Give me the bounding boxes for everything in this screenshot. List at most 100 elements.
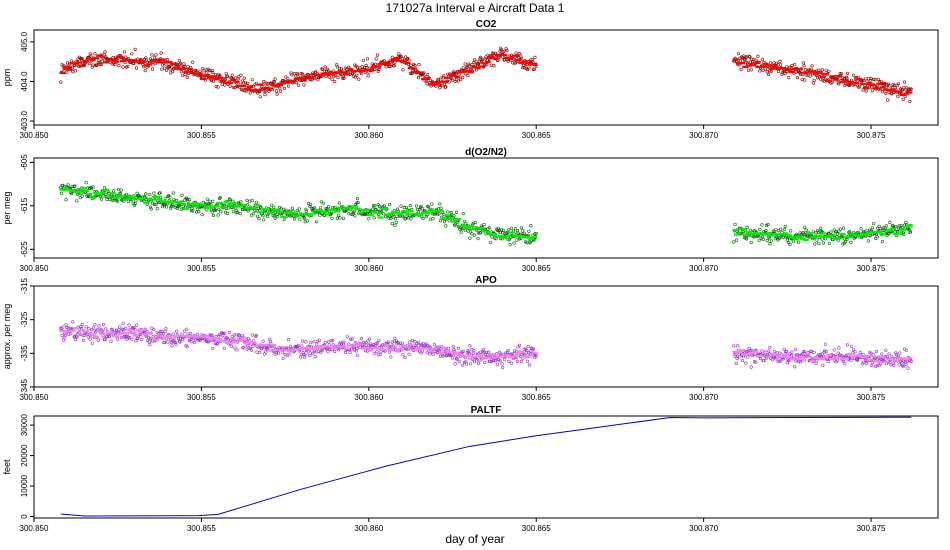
data-point (837, 82, 841, 86)
data-point (357, 77, 361, 81)
data-point (777, 359, 781, 363)
data-point (238, 211, 242, 216)
data-point (152, 191, 156, 195)
data-point (778, 59, 782, 64)
data-point (398, 341, 402, 345)
data-point (747, 54, 751, 58)
data-point (63, 333, 68, 337)
data-point (309, 203, 313, 207)
data-point (242, 81, 246, 85)
data-point (286, 84, 291, 88)
data-point (208, 69, 212, 73)
data-point (531, 347, 536, 351)
x-tick-label: 300.855 (187, 264, 216, 273)
data-point (159, 51, 163, 55)
data-point (331, 339, 335, 343)
data-point (338, 216, 342, 220)
data-point (65, 70, 69, 74)
data-point (133, 47, 137, 52)
data-point (255, 350, 259, 354)
x-tick-label: 300.865 (522, 524, 551, 533)
data-point (245, 198, 249, 202)
data-point (375, 341, 380, 345)
data-point (519, 56, 524, 60)
panel-4: PALTF feet 300.850 300.855 300.860 300.865 300… (2, 405, 939, 533)
data-point (335, 216, 339, 220)
data-point (162, 203, 166, 207)
x-tick-label: 300.870 (689, 131, 718, 140)
data-point (527, 66, 531, 70)
plot-frame (33, 157, 939, 259)
data-point (103, 50, 107, 54)
data-point (517, 343, 522, 348)
data-point (164, 327, 168, 331)
data-point (845, 71, 850, 75)
data-point (801, 231, 806, 235)
data-point (116, 337, 120, 341)
data-point (859, 227, 863, 231)
data-point (488, 359, 492, 363)
data-point (80, 56, 84, 61)
data-point (273, 216, 277, 220)
data-point (513, 227, 518, 231)
data-point (813, 242, 817, 246)
data-point (746, 68, 751, 72)
data-point (213, 208, 218, 212)
data-point (508, 243, 512, 247)
data-point (365, 57, 370, 61)
data-point (121, 65, 125, 69)
data-point (768, 242, 772, 246)
data-point (463, 360, 467, 364)
data-point (339, 342, 344, 346)
data-point (254, 333, 258, 338)
x-tick-label: 300.855 (187, 524, 216, 533)
data-point (450, 356, 455, 360)
data-point (211, 70, 215, 75)
data-point (512, 241, 516, 245)
data-point (394, 217, 398, 221)
data-point (374, 341, 378, 346)
data-point (89, 54, 93, 58)
data-point (96, 338, 100, 342)
x-tick-label: 300.850 (20, 393, 49, 402)
data-point (286, 76, 290, 80)
data-point (144, 56, 148, 60)
data-point (513, 61, 518, 65)
data-point (163, 329, 167, 333)
data-point (783, 227, 787, 232)
data-point (467, 62, 471, 66)
data-point (59, 80, 63, 84)
data-point (128, 336, 132, 340)
x-tick-label: 300.860 (354, 264, 383, 273)
data-point (333, 349, 337, 354)
data-point (876, 77, 881, 81)
data-point (447, 219, 451, 223)
data-point (811, 230, 816, 234)
data-point (772, 349, 777, 353)
data-point (469, 362, 473, 366)
data-point (80, 322, 84, 327)
data-point (148, 342, 152, 347)
data-point (435, 350, 439, 354)
data-point (315, 220, 319, 224)
data-point (200, 213, 204, 217)
x-tick-label: 300.870 (689, 393, 718, 402)
data-point (468, 344, 472, 348)
data-point (766, 72, 771, 77)
data-point (909, 359, 913, 363)
data-point (822, 350, 826, 354)
data-point (211, 199, 215, 203)
data-point (819, 226, 823, 230)
data-point (470, 232, 474, 236)
data-point (414, 204, 419, 208)
data-point (468, 236, 472, 240)
data-point (473, 220, 477, 224)
data-point (403, 355, 407, 360)
data-point (395, 214, 399, 218)
data-point (161, 332, 165, 336)
data-point (390, 55, 394, 59)
data-point (734, 361, 739, 366)
data-point (875, 363, 879, 367)
data-point (300, 344, 304, 348)
data-point (843, 240, 848, 244)
